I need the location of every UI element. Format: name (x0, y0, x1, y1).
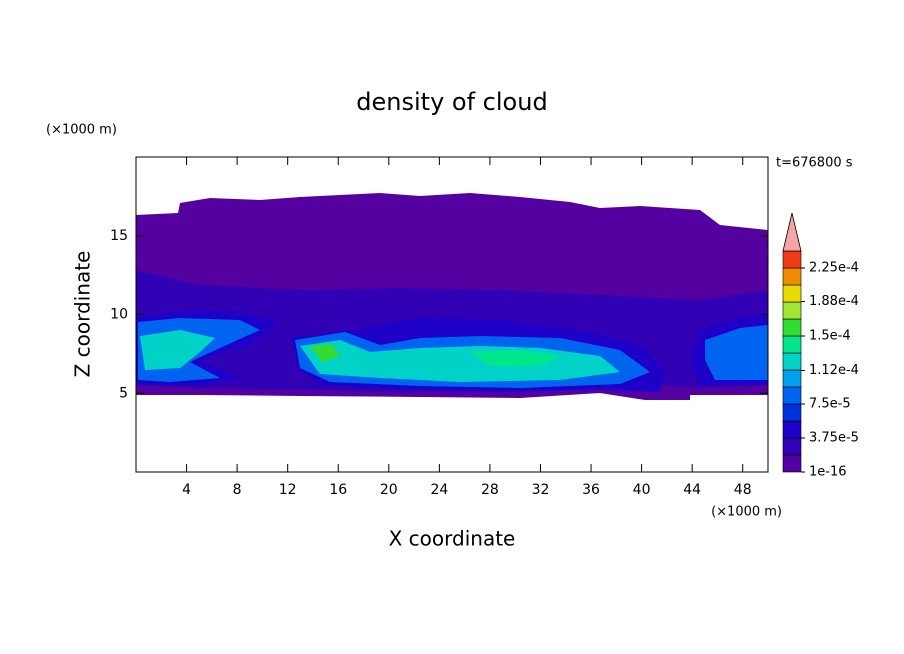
colorbar-tick-label: 7.5e-5 (809, 397, 851, 412)
colorbar-tick-label: 1.12e-4 (809, 363, 859, 378)
colorbar-band (782, 335, 802, 354)
colorbar-band (782, 386, 802, 405)
colorbar-band (782, 352, 802, 371)
colorbar-band (782, 454, 802, 473)
y-tick-label: 10 (110, 307, 128, 323)
colorbar-band (782, 301, 802, 320)
chart-title: density of cloud (356, 88, 547, 116)
x-tick-label: 20 (380, 482, 398, 498)
x-tick-label: 40 (633, 482, 651, 498)
x-tick-label: 36 (582, 482, 600, 498)
colorbar-tick-label: 1.88e-4 (809, 294, 859, 309)
y-tick-label: 15 (110, 228, 128, 244)
colorbar-tick-label: 1.5e-4 (809, 329, 851, 344)
colorbar-tick-label: 2.25e-4 (809, 261, 859, 276)
x-tick-label: 28 (481, 482, 499, 498)
colorbar-tick-label: 3.75e-5 (809, 431, 859, 446)
contour-field (136, 193, 768, 400)
time-label: t=676800 s (776, 156, 853, 171)
x-tick-label: 44 (683, 482, 701, 498)
contour-region (140, 330, 215, 370)
x-tick-label: 4 (182, 482, 191, 498)
colorbar-band (782, 369, 802, 388)
x-tick-label: 48 (734, 482, 752, 498)
colorbar-band (782, 250, 802, 269)
contour-region (310, 344, 340, 362)
colorbar-band (782, 403, 802, 422)
colorbar-extend (782, 212, 802, 252)
x-tick-label: 16 (329, 482, 347, 498)
y-unit: (×1000 m) (46, 123, 117, 138)
x-axis-label: X coordinate (389, 527, 516, 551)
contour-region (470, 350, 560, 366)
colorbar-band (782, 267, 802, 286)
colorbar-band (782, 318, 802, 337)
y-tick-label: 5 (119, 385, 128, 401)
contour-region (300, 340, 620, 382)
y-axis-label: Z coordinate (71, 251, 95, 378)
x-tick-label: 32 (532, 482, 550, 498)
colorbar-tick-label: 1e-16 (809, 465, 847, 480)
colorbar-band (782, 420, 802, 439)
x-unit: (×1000 m) (711, 505, 782, 520)
colorbar-band (782, 284, 802, 303)
colorbar-band (782, 437, 802, 456)
contour-region (705, 325, 768, 380)
x-tick-label: 8 (233, 482, 242, 498)
x-tick-label: 12 (279, 482, 297, 498)
x-tick-label: 24 (430, 482, 448, 498)
